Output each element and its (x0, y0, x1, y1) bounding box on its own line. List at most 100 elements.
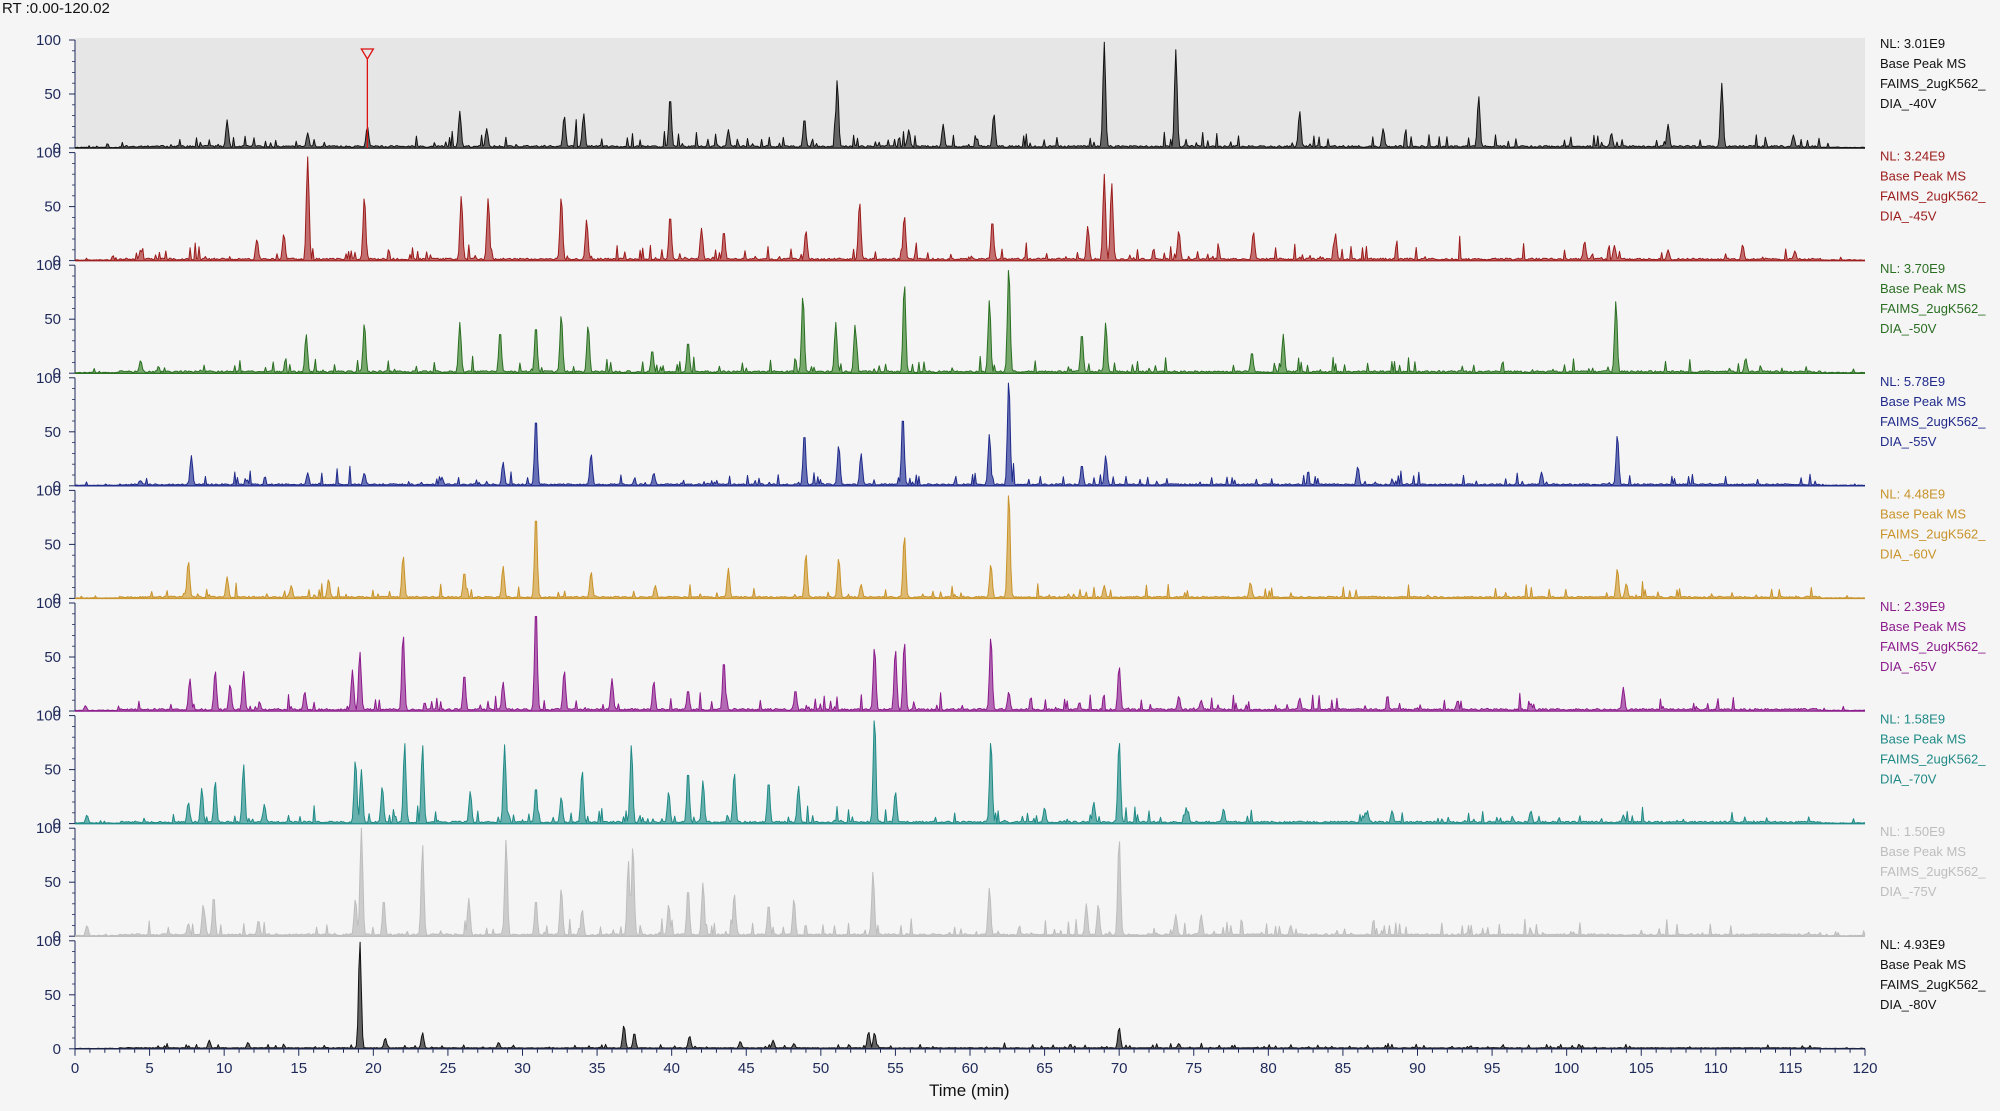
legend-trace: Base Peak MS (1880, 957, 1966, 972)
trace-fill (75, 156, 1865, 261)
x-axis: 0 5 10 15 20 25 30 35 40 45 50 55 60 65 70 75 80 85 90 95 10… (71, 1048, 1878, 1077)
panel-2: 0 50 100 NL: 3.24E9 Base Peak MS FAIMS_2ugK56… (36, 145, 1986, 270)
y-tick-label: 50 (44, 424, 61, 441)
trace-fill (75, 616, 1865, 711)
x-tick-label: 65 (1036, 1060, 1053, 1077)
trace-line (74, 382, 1866, 486)
x-tick-label: 45 (738, 1060, 755, 1077)
y-tick-label: 100 (36, 32, 61, 49)
trace-line (74, 827, 1866, 937)
y-tick-label: 0 (53, 478, 61, 495)
legend-trace: Base Peak MS (1880, 394, 1966, 409)
rt-marker-triangle-icon (360, 48, 375, 61)
x-tick-label: 95 (1484, 1060, 1501, 1077)
legend-cv: DIA_-75V (1880, 884, 1937, 899)
panel-9: 0 50 100 NL: 4.93E9 Base Peak MS FAIMS_2ugK56… (36, 933, 1986, 1058)
legend-cv: DIA_-65V (1880, 659, 1937, 674)
legend-cv: DIA_-50V (1880, 321, 1937, 336)
x-tick-label: 105 (1629, 1060, 1654, 1077)
x-tick-label: 110 (1704, 1060, 1728, 1077)
legend-nl: NL: 4.48E9 (1880, 486, 1945, 501)
y-tick-label: 100 (36, 482, 61, 499)
x-tick-label: 85 (1335, 1060, 1352, 1077)
trace-fill (75, 828, 1865, 937)
x-tick-label: 75 (1185, 1060, 1202, 1077)
legend-nl: NL: 3.24E9 (1880, 149, 1945, 164)
legend-file: FAIMS_2ugK562_ (1880, 76, 1986, 91)
y-tick-label: 50 (44, 199, 61, 216)
y-tick-label: 0 (53, 253, 61, 270)
trace-fill (75, 942, 1865, 1049)
panel-5: 0 50 100 NL: 4.48E9 Base Peak MS FAIMS_2ugK56… (36, 482, 1986, 607)
y-tick-label: 0 (53, 816, 61, 833)
legend-file: FAIMS_2ugK562_ (1880, 189, 1986, 204)
x-tick-label: 60 (962, 1060, 979, 1077)
trace-line (75, 941, 1866, 1049)
x-tick-label: 35 (589, 1060, 606, 1077)
legend-file: FAIMS_2ugK562_ (1880, 977, 1986, 992)
trace-fill (75, 495, 1865, 599)
y-tick-label: 100 (36, 595, 61, 612)
panel-8: 0 50 100 NL: 1.50E9 Base Peak MS FAIMS_2ugK56… (36, 820, 1986, 945)
x-tick-label: 120 (1852, 1060, 1877, 1077)
y-tick-label: 0 (53, 365, 61, 382)
legend-trace: Base Peak MS (1880, 281, 1966, 296)
x-tick-label: 70 (1111, 1060, 1128, 1077)
x-tick-label: 20 (365, 1060, 382, 1077)
y-tick-label: 100 (36, 708, 61, 725)
x-tick-label: 40 (663, 1060, 680, 1077)
legend-nl: NL: 3.70E9 (1880, 261, 1945, 276)
x-tick-label: 10 (216, 1060, 233, 1077)
legend-trace: Base Peak MS (1880, 169, 1966, 184)
y-tick-label: 100 (36, 257, 61, 274)
x-tick-label: 5 (145, 1060, 153, 1077)
x-axis-title: Time (min) (929, 1081, 1010, 1100)
x-tick-label: 115 (1778, 1060, 1802, 1077)
y-tick-label: 100 (36, 933, 61, 950)
trace-line (74, 495, 1866, 599)
x-tick-label: 30 (514, 1060, 531, 1077)
marker-layer (360, 48, 375, 148)
y-tick-label: 50 (44, 649, 61, 666)
legend-trace: Base Peak MS (1880, 56, 1966, 71)
legend-file: FAIMS_2ugK562_ (1880, 639, 1986, 654)
legend-nl: NL: 5.78E9 (1880, 374, 1945, 389)
y-tick-label: 50 (44, 311, 61, 328)
trace-line (74, 41, 1866, 149)
y-tick-label: 0 (53, 1041, 61, 1058)
legend-trace: Base Peak MS (1880, 619, 1966, 634)
legend-file: FAIMS_2ugK562_ (1880, 301, 1986, 316)
y-tick-label: 50 (44, 762, 61, 779)
legend-cv: DIA_-55V (1880, 434, 1937, 449)
x-tick-label: 100 (1554, 1060, 1579, 1077)
trace-line (74, 616, 1865, 712)
panel-7: 0 50 100 NL: 1.58E9 Base Peak MS FAIMS_2ugK56… (36, 708, 1986, 833)
legend-cv: DIA_-60V (1880, 546, 1937, 561)
legend-trace: Base Peak MS (1880, 506, 1966, 521)
legend-cv: DIA_-45V (1880, 209, 1937, 224)
legend-file: FAIMS_2ugK562_ (1880, 864, 1986, 879)
panel-4: 0 50 100 NL: 5.78E9 Base Peak MS FAIMS_2ugK56… (36, 370, 1986, 495)
legend-file: FAIMS_2ugK562_ (1880, 526, 1986, 541)
y-tick-label: 100 (36, 145, 61, 162)
y-tick-label: 0 (53, 590, 61, 607)
panel-1: 0 50 100 NL: 3.01E9 Base Peak MS FAIMS_2ugK56… (36, 32, 1986, 157)
legend-nl: NL: 3.01E9 (1880, 36, 1945, 51)
panels-layer: 0 50 100 NL: 3.01E9 Base Peak MS FAIMS_2ugK56… (36, 32, 1986, 1058)
trace-fill (75, 720, 1865, 824)
legend-cv: DIA_-80V (1880, 997, 1937, 1012)
panel-6: 0 50 100 NL: 2.39E9 Base Peak MS FAIMS_2ugK56… (36, 595, 1986, 720)
legend-file: FAIMS_2ugK562_ (1880, 752, 1986, 767)
x-tick-label: 80 (1260, 1060, 1277, 1077)
x-tick-label: 25 (440, 1060, 457, 1077)
trace-line (74, 156, 1866, 261)
x-tick-label: 90 (1409, 1060, 1426, 1077)
legend-nl: NL: 1.50E9 (1880, 824, 1945, 839)
legend-trace: Base Peak MS (1880, 732, 1966, 747)
y-tick-label: 50 (44, 987, 61, 1004)
panel-3: 0 50 100 NL: 3.70E9 Base Peak MS FAIMS_2ugK56… (36, 257, 1986, 382)
y-tick-label: 100 (36, 370, 61, 387)
retention-time-range-label: RT :0.00-120.02 (2, 0, 110, 17)
y-tick-label: 50 (44, 86, 61, 103)
